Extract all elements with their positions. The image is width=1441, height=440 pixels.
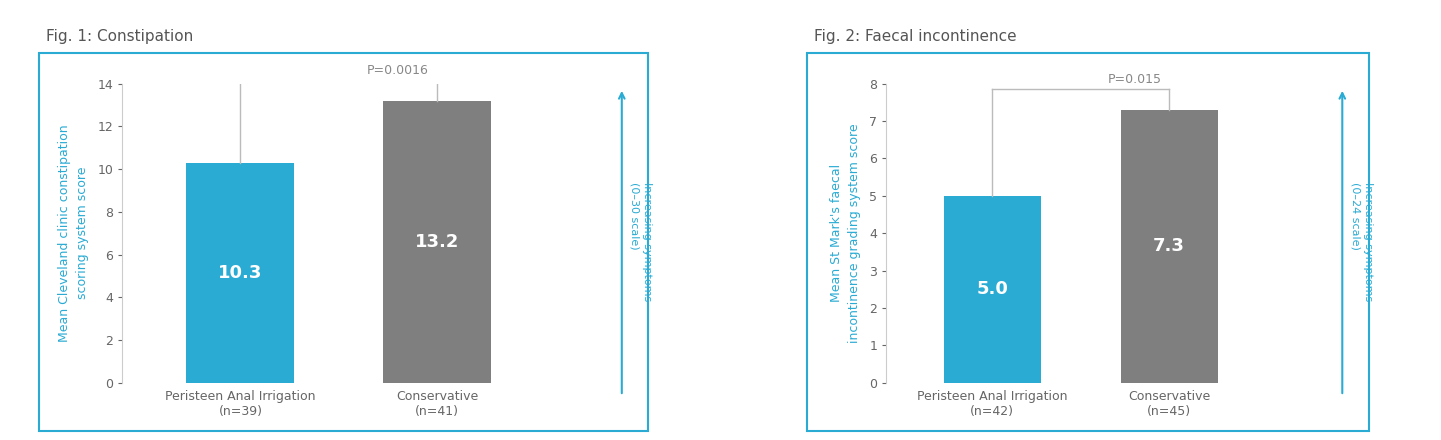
Text: 10.3: 10.3	[218, 264, 262, 282]
Text: P=0.015: P=0.015	[1108, 73, 1161, 86]
Bar	[1121, 110, 1218, 383]
Y-axis label: Mean Cleveland clinic constipation
scoring system score: Mean Cleveland clinic constipation scori…	[58, 125, 89, 342]
Bar	[383, 101, 491, 383]
Text: Fig. 2: Faecal incontinence: Fig. 2: Faecal incontinence	[814, 29, 1017, 44]
Text: Increasing symptoms
(0–30 scale): Increasing symptoms (0–30 scale)	[630, 182, 653, 302]
Text: 5.0: 5.0	[977, 280, 1009, 298]
Text: P=0.0016: P=0.0016	[367, 64, 429, 77]
Text: Fig. 1: Constipation: Fig. 1: Constipation	[46, 29, 193, 44]
Bar	[186, 163, 294, 383]
Y-axis label: Mean St Mark's faecal
incontinence grading system score: Mean St Mark's faecal incontinence gradi…	[830, 123, 860, 343]
Text: 7.3: 7.3	[1153, 237, 1185, 255]
Text: Increasing symptoms
(0–24 scale): Increasing symptoms (0–24 scale)	[1350, 182, 1373, 302]
Text: 13.2: 13.2	[415, 233, 460, 251]
Bar	[944, 196, 1040, 383]
